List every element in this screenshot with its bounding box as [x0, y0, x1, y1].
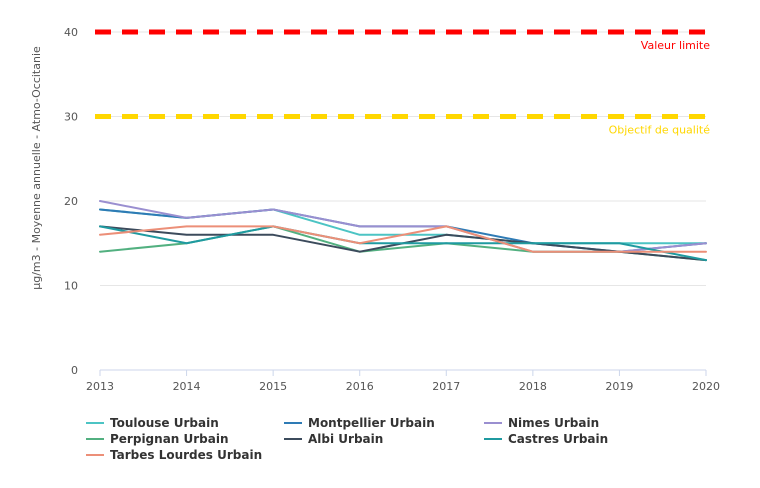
y-tick-label: 30 — [64, 111, 78, 124]
reference-line-label: Objectif de qualité — [609, 124, 711, 137]
reference-lines: Valeur limite Objectif de qualité — [95, 29, 712, 137]
x-tick-label: 2019 — [605, 380, 633, 393]
legend-label: Montpellier Urbain — [308, 416, 435, 430]
x-tick-label: 2015 — [259, 380, 287, 393]
legend-item[interactable]: Albi Urbain — [284, 432, 383, 446]
legend-label: Tarbes Lourdes Urbain — [110, 448, 263, 462]
legend-label: Nimes Urbain — [508, 416, 600, 430]
legend-label: Toulouse Urbain — [110, 416, 219, 430]
x-tick-label: 2018 — [519, 380, 547, 393]
y-tick-label: 40 — [64, 26, 78, 39]
legend-label: Perpignan Urbain — [110, 432, 229, 446]
legend-swatch — [284, 422, 302, 424]
axes: 0 10 20 30 40 2013 2014 2015 2016 2017 2018 2019 202… — [64, 26, 720, 393]
legend-item[interactable]: Toulouse Urbain — [86, 416, 219, 430]
series-lines — [99, 200, 707, 262]
series-line[interactable] — [99, 225, 707, 253]
legend-item[interactable]: Nimes Urbain — [484, 416, 599, 430]
legend-swatch — [484, 438, 502, 440]
legend-label: Castres Urbain — [508, 432, 609, 446]
series-line[interactable] — [99, 208, 707, 253]
series-line[interactable] — [99, 225, 707, 262]
legend-item[interactable]: Castres Urbain — [484, 432, 608, 446]
legend-swatch — [86, 438, 104, 440]
legend-item[interactable]: Perpignan Urbain — [86, 432, 229, 446]
legend-label: Albi Urbain — [308, 432, 384, 446]
legend-swatch — [484, 422, 502, 424]
legend-swatch — [86, 454, 104, 456]
legend-item[interactable]: Montpellier Urbain — [284, 416, 435, 430]
reference-line-label: Valeur limite — [641, 39, 710, 52]
legend-swatch — [284, 438, 302, 440]
y-tick-label: 10 — [64, 280, 78, 293]
legend-swatch — [86, 422, 104, 424]
x-tick-label: 2013 — [86, 380, 114, 393]
x-tick-label: 2014 — [173, 380, 201, 393]
y-axis-title: µg/m3 - Moyenne annuelle - Atmo-Occitani… — [30, 46, 43, 290]
legend-item[interactable]: Tarbes Lourdes Urbain — [86, 448, 262, 462]
y-tick-label: 20 — [64, 195, 78, 208]
x-tick-label: 2016 — [346, 380, 374, 393]
x-tick-label: 2017 — [432, 380, 460, 393]
y-tick-label: 0 — [71, 364, 78, 377]
x-tick-label: 2020 — [692, 380, 720, 393]
